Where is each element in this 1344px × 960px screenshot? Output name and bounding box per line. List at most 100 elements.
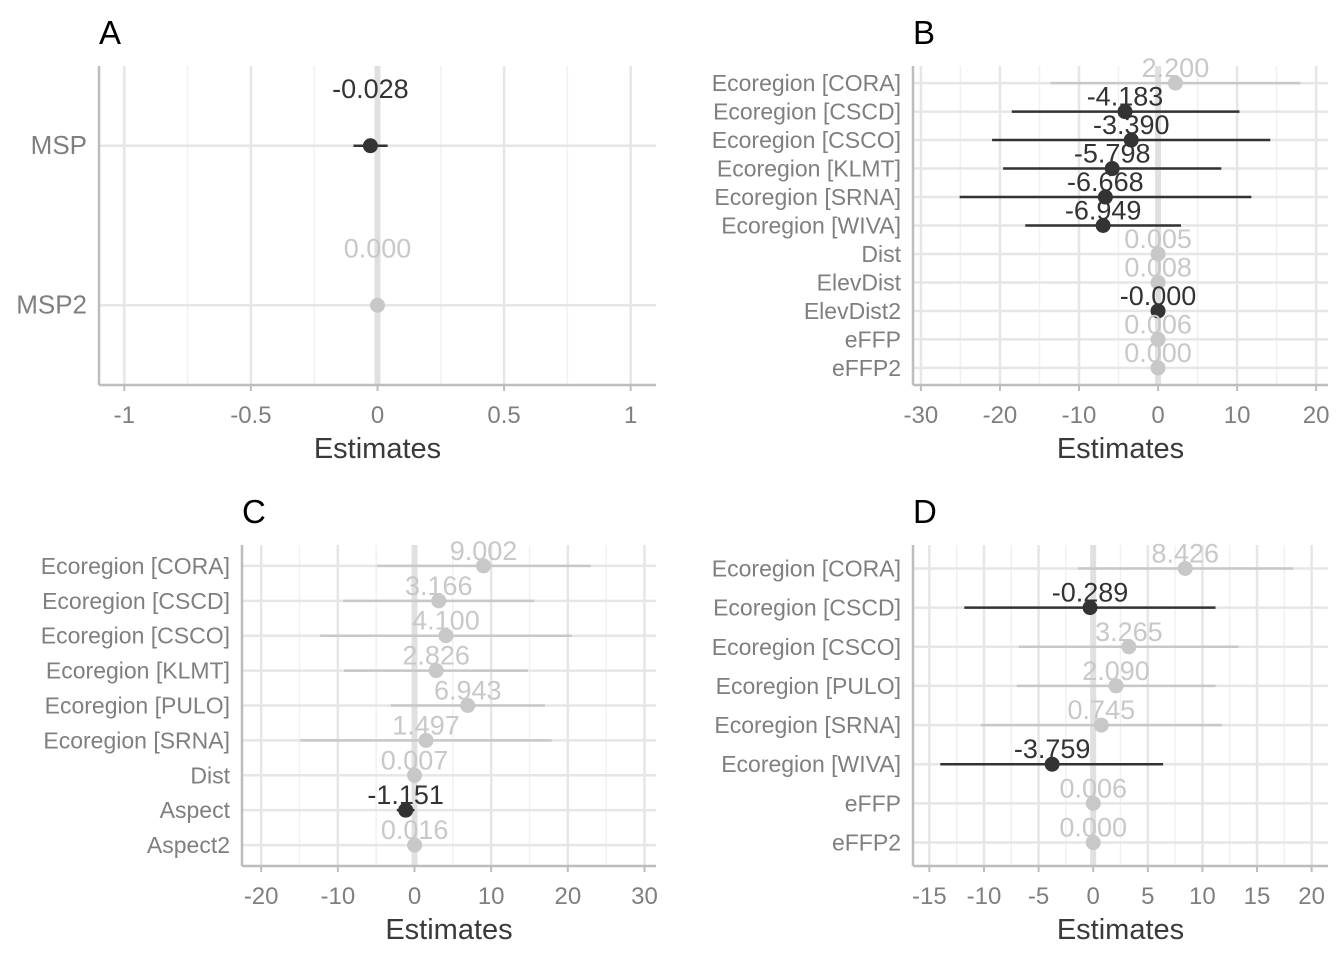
y-term-label: Ecoregion [CORA] bbox=[712, 555, 901, 581]
estimate-point bbox=[370, 297, 385, 313]
estimate-point bbox=[1093, 717, 1109, 733]
estimate-label: -0.289 bbox=[1052, 578, 1129, 608]
y-term-label: Ecoregion [KLMT] bbox=[46, 658, 230, 684]
estimate-point bbox=[398, 802, 414, 818]
x-tick-label: -20 bbox=[983, 402, 1018, 429]
panel-b: -30 -20 -10 0 10 20 Estimates B Ecoregion [CORA]… bbox=[712, 14, 1330, 465]
estimate-label: 0.000 bbox=[344, 233, 412, 263]
x-tick-label: 0 bbox=[1151, 402, 1164, 429]
panel-tag: B bbox=[913, 14, 935, 51]
y-term-label: Dist bbox=[861, 241, 901, 267]
estimate-label: 0.008 bbox=[1124, 252, 1192, 282]
estimate-point bbox=[1150, 360, 1166, 376]
y-term-label: Ecoregion [SRNA] bbox=[714, 712, 901, 738]
estimate-point bbox=[1121, 639, 1137, 655]
estimate-point bbox=[1095, 218, 1111, 233]
y-term-label: Ecoregion [WIVA] bbox=[721, 751, 901, 777]
y-term-label: Ecoregion [CSCO] bbox=[712, 634, 901, 660]
estimate-label: -6.668 bbox=[1067, 167, 1144, 197]
estimate-point bbox=[407, 767, 423, 783]
estimate-label: 2.826 bbox=[402, 641, 470, 671]
x-axis-title: Estimates bbox=[314, 433, 441, 465]
y-term-label: Ecoregion [CSCD] bbox=[713, 99, 901, 125]
panel-tag: D bbox=[913, 493, 937, 530]
estimate-label: -6.949 bbox=[1065, 196, 1142, 226]
x-tick-label: 15 bbox=[1244, 883, 1271, 910]
estimate-point bbox=[418, 732, 434, 748]
estimate-label: 9.002 bbox=[450, 536, 518, 566]
panel-tag: C bbox=[242, 493, 266, 530]
y-term-label: Ecoregion [CORA] bbox=[41, 553, 230, 579]
estimate-label: 2.090 bbox=[1082, 656, 1150, 686]
estimate-point bbox=[1085, 795, 1101, 811]
estimate-label: -5.798 bbox=[1074, 139, 1151, 169]
estimate-point bbox=[1108, 678, 1124, 694]
y-term-label: Ecoregion [PULO] bbox=[716, 673, 901, 699]
estimate-point bbox=[407, 837, 423, 853]
estimate-point bbox=[1117, 104, 1133, 120]
x-tick-label: -5 bbox=[1028, 883, 1049, 910]
x-tick-label: 1 bbox=[624, 402, 637, 429]
y-term-label: Ecoregion [SRNA] bbox=[714, 184, 901, 210]
y-term-label: eFFP bbox=[845, 790, 901, 816]
estimate-point bbox=[1085, 835, 1101, 851]
estimate-point bbox=[1150, 331, 1166, 347]
estimate-point bbox=[1097, 189, 1113, 205]
estimate-label: -1.151 bbox=[367, 780, 444, 810]
x-tick-label: 20 bbox=[1303, 402, 1330, 429]
estimate-label: -0.028 bbox=[332, 74, 409, 104]
estimate-label: 0.006 bbox=[1124, 309, 1192, 339]
estimate-point bbox=[476, 558, 492, 574]
y-term-label: Ecoregion [CSCD] bbox=[42, 588, 230, 614]
estimate-label: -0.000 bbox=[1120, 281, 1197, 311]
estimate-label: 4.100 bbox=[412, 606, 480, 636]
x-tick-label: 5 bbox=[1141, 883, 1154, 910]
estimate-label: -4.183 bbox=[1087, 82, 1164, 112]
y-term-label: Dist bbox=[190, 762, 230, 788]
x-tick-label: 20 bbox=[554, 883, 581, 910]
estimate-point bbox=[460, 698, 476, 713]
estimate-point bbox=[1150, 246, 1166, 262]
estimate-label: 0.745 bbox=[1068, 695, 1136, 725]
x-tick-label: 0 bbox=[1087, 883, 1100, 910]
x-tick-label: -15 bbox=[912, 883, 947, 910]
x-tick-label: 0.5 bbox=[487, 402, 520, 429]
estimate-label: 3.265 bbox=[1095, 617, 1163, 647]
x-axis-title: Estimates bbox=[385, 914, 512, 946]
y-term-label: eFFP bbox=[845, 326, 901, 352]
x-tick-label: -20 bbox=[244, 883, 279, 910]
estimate-label: 6.943 bbox=[434, 676, 502, 706]
x-tick-label: 0 bbox=[408, 883, 421, 910]
x-tick-label: 30 bbox=[631, 883, 658, 910]
x-tick-label: -1 bbox=[114, 402, 135, 429]
x-tick-label: 10 bbox=[1189, 883, 1216, 910]
panel-a: -1 -0.5 0 0.5 1 Estimates A MSP -0.028 MSP2 0.000 bbox=[16, 14, 656, 465]
estimate-point bbox=[362, 138, 378, 154]
estimate-label: 0.007 bbox=[381, 745, 449, 775]
y-term-label: eFFP2 bbox=[832, 355, 901, 381]
estimate-label: 0.006 bbox=[1059, 773, 1127, 803]
x-tick-label: 20 bbox=[1298, 883, 1325, 910]
x-tick-label: -10 bbox=[320, 883, 355, 910]
y-term-label: Ecoregion [CSCO] bbox=[41, 623, 230, 649]
x-tick-label: -0.5 bbox=[230, 402, 271, 429]
estimate-point bbox=[438, 628, 454, 644]
y-term-label: Ecoregion [KLMT] bbox=[717, 156, 901, 182]
x-tick-label: -10 bbox=[1062, 402, 1097, 429]
x-axis-title: Estimates bbox=[1057, 914, 1184, 946]
y-term-label: eFFP2 bbox=[832, 830, 901, 856]
estimate-label: 3.166 bbox=[405, 571, 473, 601]
y-term-label: Ecoregion [WIVA] bbox=[721, 213, 901, 239]
estimate-point bbox=[1104, 161, 1120, 177]
estimate-point bbox=[1177, 560, 1193, 576]
estimate-point bbox=[1123, 132, 1139, 148]
y-term-label: MSP2 bbox=[16, 289, 87, 319]
x-tick-label: -30 bbox=[904, 402, 939, 429]
estimate-point bbox=[1167, 75, 1183, 91]
estimate-label: 0.000 bbox=[1059, 813, 1127, 843]
estimate-label: 0.016 bbox=[381, 815, 449, 845]
y-term-label: Ecoregion [CORA] bbox=[712, 70, 901, 96]
y-term-label: Ecoregion [CSCD] bbox=[713, 595, 901, 621]
estimate-label: 1.497 bbox=[392, 710, 460, 740]
y-term-label: Ecoregion [PULO] bbox=[45, 693, 230, 719]
